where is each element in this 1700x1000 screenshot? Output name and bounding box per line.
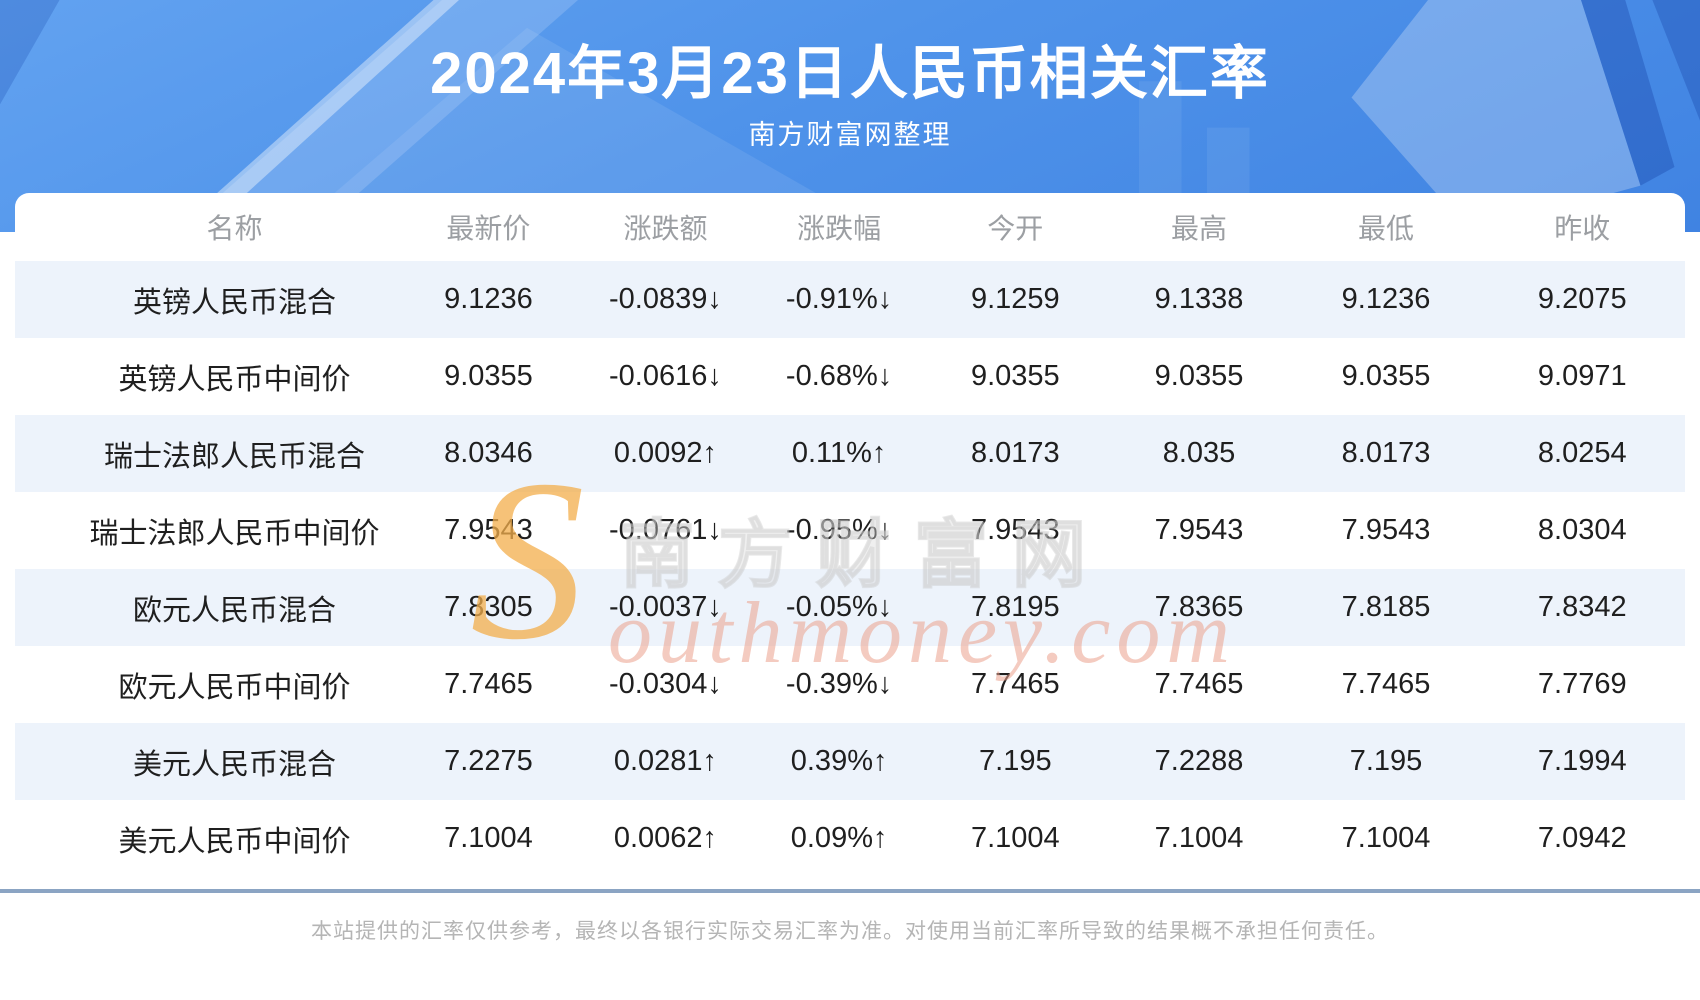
prev-close-price: 7.8342 — [1537, 591, 1627, 623]
change-amount: -0.0839↓ — [609, 283, 722, 315]
currency-pair-name: 美元人民币中间价 — [118, 825, 351, 858]
low-price: 9.0355 — [1341, 360, 1431, 392]
exchange-rate-table: 名称 最新价 涨跌额 涨跌幅 今开 最高 最低 昨收 英镑人民币混合 9.123… — [15, 193, 1685, 877]
latest-price: 9.1236 — [444, 283, 533, 315]
change-percent: -0.39%↓ — [785, 668, 893, 700]
change-percent: -0.95%↓ — [785, 514, 893, 546]
rates-card: 名称 最新价 涨跌额 涨跌幅 今开 最高 最低 昨收 英镑人民币混合 9.123… — [15, 193, 1685, 877]
currency-pair-name: 英镑人民币混合 — [133, 286, 337, 319]
open-price: 8.0173 — [970, 437, 1060, 469]
high-price: 7.2288 — [1154, 745, 1244, 777]
latest-price: 8.0346 — [444, 437, 533, 469]
table-row: 欧元人民币中间价 7.7465 -0.0304↓ -0.39%↓ 7.7465 … — [15, 646, 1685, 723]
latest-price: 7.1004 — [444, 822, 533, 854]
low-price: 7.195 — [1349, 745, 1423, 777]
page-title: 2024年3月23日人民币相关汇率 — [430, 41, 1270, 106]
latest-price: 7.9543 — [444, 514, 533, 546]
col-header-high: 最高 — [1170, 213, 1227, 244]
currency-pair-name: 欧元人民币中间价 — [118, 671, 351, 704]
page-subtitle: 南方财富网整理 — [748, 120, 952, 150]
prev-close-price: 8.0304 — [1537, 514, 1627, 546]
prev-close-price: 7.7769 — [1537, 668, 1627, 700]
col-header-name: 名称 — [206, 213, 263, 244]
table-row: 瑞士法郎人民币混合 8.0346 0.0092↑ 0.11%↑ 8.0173 8… — [15, 415, 1685, 492]
high-price: 7.9543 — [1154, 514, 1244, 546]
low-price: 8.0173 — [1341, 437, 1431, 469]
col-header-prev-close: 昨收 — [1554, 213, 1611, 244]
rate-table-body: 英镑人民币混合 9.1236 -0.0839↓ -0.91%↓ 9.1259 9… — [15, 261, 1685, 877]
low-price: 7.1004 — [1341, 822, 1431, 854]
low-price: 7.7465 — [1341, 668, 1431, 700]
open-price: 9.0355 — [970, 360, 1060, 392]
change-amount: 0.0062↑ — [613, 822, 718, 854]
open-price: 7.8195 — [970, 591, 1060, 623]
latest-price: 7.8305 — [444, 591, 533, 623]
change-percent: -0.91%↓ — [785, 283, 893, 315]
prev-close-price: 8.0254 — [1537, 437, 1627, 469]
change-percent: 0.39%↑ — [790, 745, 888, 777]
open-price: 7.7465 — [970, 668, 1060, 700]
open-price: 7.1004 — [970, 822, 1060, 854]
change-percent: 0.09%↑ — [790, 822, 888, 854]
table-row: 美元人民币中间价 7.1004 0.0062↑ 0.09%↑ 7.1004 7.… — [15, 800, 1685, 877]
high-price: 7.7465 — [1154, 668, 1244, 700]
open-price: 7.9543 — [970, 514, 1060, 546]
disclaimer-text: 本站提供的汇率仅供参考，最终以各银行实际交易汇率为准。对使用当前汇率所导致的结果… — [311, 920, 1389, 943]
currency-pair-name: 欧元人民币混合 — [133, 594, 337, 627]
open-price: 9.1259 — [970, 283, 1060, 315]
high-price: 7.1004 — [1154, 822, 1244, 854]
high-price: 8.035 — [1162, 437, 1236, 469]
prev-close-price: 7.1994 — [1537, 745, 1627, 777]
table-header: 名称 最新价 涨跌额 涨跌幅 今开 最高 最低 昨收 — [15, 193, 1685, 261]
table-row: 美元人民币混合 7.2275 0.0281↑ 0.39%↑ 7.195 7.22… — [15, 723, 1685, 800]
table-row: 英镑人民币中间价 9.0355 -0.0616↓ -0.68%↓ 9.0355 … — [15, 338, 1685, 415]
currency-pair-name: 英镑人民币中间价 — [118, 363, 351, 396]
prev-close-price: 7.0942 — [1537, 822, 1627, 854]
change-amount: -0.0037↓ — [609, 591, 722, 623]
col-header-low: 最低 — [1358, 213, 1415, 244]
currency-pair-name: 瑞士法郎人民币中间价 — [89, 517, 380, 550]
open-price: 7.195 — [979, 745, 1052, 777]
prev-close-price: 9.0971 — [1537, 360, 1627, 392]
currency-pair-name: 瑞士法郎人民币混合 — [104, 440, 366, 473]
latest-price: 7.2275 — [444, 745, 533, 777]
col-header-open: 今开 — [987, 213, 1044, 244]
low-price: 9.1236 — [1341, 283, 1431, 315]
table-row: 瑞士法郎人民币中间价 7.9543 -0.0761↓ -0.95%↓ 7.954… — [15, 492, 1685, 569]
latest-price: 9.0355 — [444, 360, 533, 392]
low-price: 7.8185 — [1341, 591, 1431, 623]
currency-pair-name: 美元人民币混合 — [133, 748, 337, 781]
change-amount: 0.0092↑ — [613, 437, 718, 469]
change-percent: 0.11%↑ — [791, 437, 887, 469]
prev-close-price: 9.2075 — [1537, 283, 1627, 315]
table-row: 英镑人民币混合 9.1236 -0.0839↓ -0.91%↓ 9.1259 9… — [15, 261, 1685, 338]
footer-divider — [0, 889, 1700, 893]
table-header-row: 名称 最新价 涨跌额 涨跌幅 今开 最高 最低 昨收 — [15, 193, 1685, 261]
change-percent: -0.68%↓ — [785, 360, 893, 392]
hero-banner: 2024年3月23日人民币相关汇率 南方财富网整理 — [0, 0, 1700, 232]
change-amount: 0.0281↑ — [613, 745, 718, 777]
high-price: 9.1338 — [1154, 283, 1244, 315]
high-price: 9.0355 — [1154, 360, 1244, 392]
col-header-latest: 最新价 — [446, 213, 531, 244]
low-price: 7.9543 — [1341, 514, 1431, 546]
high-price: 7.8365 — [1154, 591, 1244, 623]
change-percent: -0.05%↓ — [785, 591, 893, 623]
col-header-change-amount: 涨跌额 — [623, 213, 708, 244]
change-amount: -0.0304↓ — [609, 668, 722, 700]
table-row: 欧元人民币混合 7.8305 -0.0037↓ -0.05%↓ 7.8195 7… — [15, 569, 1685, 646]
change-amount: -0.0761↓ — [609, 514, 722, 546]
col-header-change-pct: 涨跌幅 — [797, 213, 882, 244]
change-amount: -0.0616↓ — [609, 360, 722, 392]
latest-price: 7.7465 — [444, 668, 533, 700]
